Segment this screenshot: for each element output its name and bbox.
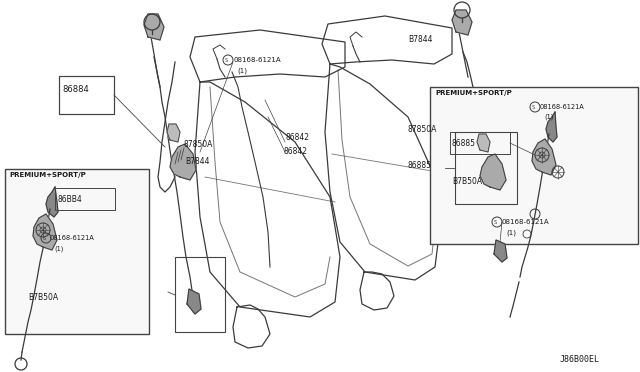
Polygon shape: [170, 144, 196, 180]
Text: S: S: [43, 236, 46, 241]
Text: PREMIUM+SPORT/P: PREMIUM+SPORT/P: [9, 172, 86, 178]
Text: (1): (1): [544, 114, 554, 121]
Bar: [59, 76, 114, 114]
Polygon shape: [477, 134, 490, 152]
Text: J86B00EL: J86B00EL: [560, 355, 600, 364]
Polygon shape: [532, 139, 556, 175]
Polygon shape: [452, 10, 472, 35]
Text: 08168-6121A: 08168-6121A: [233, 57, 280, 63]
Text: 87850A: 87850A: [183, 140, 212, 149]
Text: 86885: 86885: [452, 139, 476, 148]
Text: 87850A: 87850A: [408, 125, 437, 134]
Bar: [455, 132, 517, 204]
Text: B7844: B7844: [408, 35, 433, 44]
Text: 08168-6121A: 08168-6121A: [50, 235, 95, 241]
Text: (1): (1): [54, 245, 63, 251]
Bar: [55, 188, 115, 210]
Bar: [175, 257, 225, 332]
Polygon shape: [546, 112, 557, 142]
Text: 08168-6121A: 08168-6121A: [540, 104, 585, 110]
Text: 86842: 86842: [283, 147, 307, 156]
Text: (1): (1): [237, 67, 247, 74]
Text: S: S: [225, 58, 228, 63]
Text: PREMIUM+SPORT/P: PREMIUM+SPORT/P: [435, 90, 512, 96]
Text: 08168-6121A: 08168-6121A: [502, 219, 550, 225]
Text: B7844: B7844: [185, 157, 209, 166]
Bar: [59, 76, 114, 114]
Bar: [5, 169, 149, 334]
Text: 86BB4: 86BB4: [57, 195, 82, 204]
Polygon shape: [494, 240, 507, 262]
Text: B7B50A: B7B50A: [452, 177, 482, 186]
Polygon shape: [187, 289, 201, 314]
Text: 86884: 86884: [62, 86, 89, 94]
Bar: [430, 87, 638, 244]
Text: S: S: [532, 105, 535, 110]
Polygon shape: [480, 154, 506, 190]
Text: 86842: 86842: [285, 133, 309, 142]
Polygon shape: [46, 187, 58, 217]
Text: B7B50A: B7B50A: [28, 293, 58, 302]
Polygon shape: [33, 214, 57, 250]
Text: (1): (1): [506, 229, 516, 235]
Bar: [450, 132, 510, 154]
Text: S: S: [494, 220, 497, 225]
Text: 86885: 86885: [408, 161, 432, 170]
Polygon shape: [167, 124, 180, 142]
Polygon shape: [144, 14, 164, 40]
